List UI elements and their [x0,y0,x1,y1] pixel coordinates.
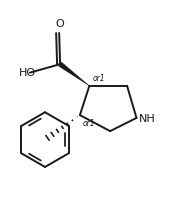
Text: NH: NH [139,114,156,124]
Text: or1: or1 [92,74,105,83]
Polygon shape [59,62,89,86]
Text: O: O [56,19,64,29]
Text: or1: or1 [83,119,95,128]
Text: HO: HO [19,68,36,78]
